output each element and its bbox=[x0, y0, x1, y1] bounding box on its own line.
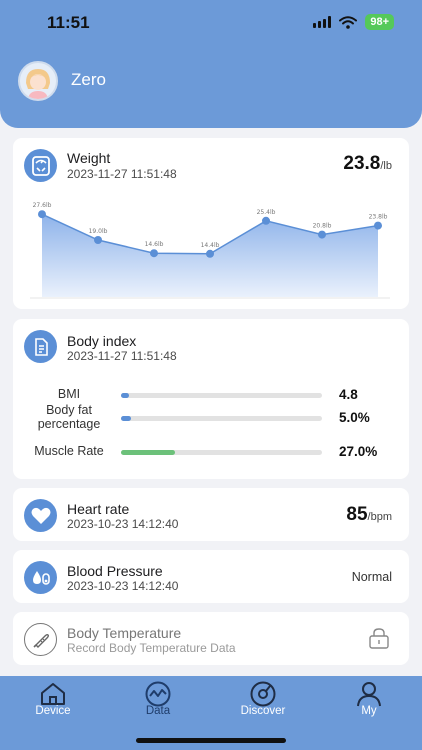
index-bar-track bbox=[121, 416, 322, 421]
compass-icon bbox=[250, 681, 276, 707]
index-bar-fill bbox=[121, 393, 130, 398]
tab-my[interactable]: My bbox=[329, 676, 409, 736]
status-time: 11:51 bbox=[47, 13, 90, 32]
home-icon bbox=[41, 683, 65, 705]
chart-data-label: 20.8lb bbox=[313, 223, 332, 230]
lock-icon bbox=[369, 628, 389, 649]
blood-pressure-card[interactable]: Blood Pressure 2023-10-23 14:12:40 Norma… bbox=[13, 550, 409, 603]
tab-discover[interactable]: Discover bbox=[223, 676, 303, 736]
body-temperature-subtitle: Record Body Temperature Data bbox=[67, 641, 236, 655]
index-bar-track bbox=[121, 393, 322, 398]
heart-rate-timestamp: 2023-10-23 14:12:40 bbox=[67, 517, 179, 531]
weight-card[interactable]: Weight 2023-11-27 11:51:48 23.8/lb 27.6l… bbox=[13, 138, 409, 309]
body-index-card[interactable]: Body index 2023-11-27 11:51:48 BMI 4.8 Bod… bbox=[13, 319, 409, 479]
index-label: BMI bbox=[57, 387, 81, 401]
tab-data-label: Data bbox=[145, 705, 171, 717]
home-indicator bbox=[136, 738, 286, 743]
heart-icon bbox=[24, 499, 57, 532]
index-label: Muscle Rate bbox=[34, 444, 104, 458]
battery-indicator: 98+ bbox=[365, 14, 394, 30]
tab-data[interactable]: Data bbox=[118, 676, 198, 736]
heart-rate-unit: /bpm bbox=[367, 511, 392, 523]
thermometer-icon bbox=[24, 623, 57, 656]
tab-device[interactable]: Device bbox=[13, 676, 93, 736]
tab-discover-label: Discover bbox=[240, 705, 286, 717]
bottom-tab-bar: Device Data Discover My bbox=[0, 676, 422, 750]
tab-device-label: Device bbox=[35, 705, 71, 717]
scale-icon bbox=[24, 149, 57, 182]
weight-unit: /lb bbox=[380, 160, 392, 172]
heart-rate-title: Heart rate bbox=[67, 501, 130, 517]
index-value: 27.0% bbox=[339, 444, 378, 459]
document-icon bbox=[24, 330, 57, 363]
index-value: 5.0% bbox=[339, 410, 370, 425]
chart-data-label: 14.4lb bbox=[201, 242, 220, 249]
username: Zero bbox=[71, 70, 106, 89]
chart-data-label: 25.4lb bbox=[257, 209, 276, 216]
weight-timestamp: 2023-11-27 11:51:48 bbox=[67, 167, 177, 181]
cellular-signal-icon bbox=[313, 16, 332, 28]
blood-pressure-timestamp: 2023-10-23 14:12:40 bbox=[67, 579, 179, 593]
index-bar-fill bbox=[121, 416, 132, 421]
chart-icon bbox=[145, 681, 171, 707]
index-bar-track bbox=[121, 450, 322, 455]
avatar-illustration bbox=[20, 63, 56, 99]
blood-pressure-title: Blood Pressure bbox=[67, 563, 163, 579]
chart-point[interactable] bbox=[318, 230, 326, 239]
weight-number: 23.8 bbox=[343, 153, 381, 174]
status-indicators: 98+ bbox=[313, 14, 394, 30]
weight-value: 23.8/lb bbox=[343, 153, 392, 175]
tab-my-label: My bbox=[361, 705, 377, 717]
body-index-title: Body index bbox=[67, 333, 137, 349]
person-icon bbox=[357, 682, 381, 707]
blood-pressure-icon bbox=[24, 561, 57, 594]
avatar[interactable] bbox=[18, 61, 58, 101]
index-label: Body fat percentage bbox=[37, 403, 101, 431]
chart-data-label: 27.6lb bbox=[33, 202, 52, 209]
chart-data-label: 23.8lb bbox=[369, 214, 388, 221]
chart-point[interactable] bbox=[38, 210, 46, 219]
wifi-icon bbox=[339, 15, 358, 29]
heart-rate-value: 85/bpm bbox=[346, 504, 392, 526]
chart-point[interactable] bbox=[262, 216, 270, 225]
chart-point[interactable] bbox=[374, 221, 382, 230]
chart-point[interactable] bbox=[94, 236, 102, 244]
body-temperature-card[interactable]: Body Temperature Record Body Temperature… bbox=[13, 612, 409, 665]
chart-data-label: 19.0lb bbox=[89, 228, 108, 235]
body-index-timestamp: 2023-11-27 11:51:48 bbox=[67, 349, 177, 363]
chart-point[interactable] bbox=[206, 249, 214, 258]
heart-rate-card[interactable]: Heart rate 2023-10-23 14:12:40 85/bpm bbox=[13, 488, 409, 541]
index-bar-fill bbox=[121, 450, 176, 455]
weight-title: Weight bbox=[67, 150, 111, 166]
index-value: 4.8 bbox=[339, 387, 358, 402]
chart-data-label: 14.6lb bbox=[145, 241, 164, 248]
heart-rate-number: 85 bbox=[346, 504, 368, 525]
weight-chart: 27.6lb 19.0lb 14.6lb 14.4lb 25.4lb 20.8lb 23.8… bbox=[30, 202, 390, 299]
profile-header: 11:51 98+ Zero bbox=[0, 0, 422, 128]
blood-pressure-status: Normal bbox=[351, 570, 392, 584]
chart-point[interactable] bbox=[150, 249, 158, 258]
body-temperature-title: Body Temperature bbox=[67, 625, 182, 641]
